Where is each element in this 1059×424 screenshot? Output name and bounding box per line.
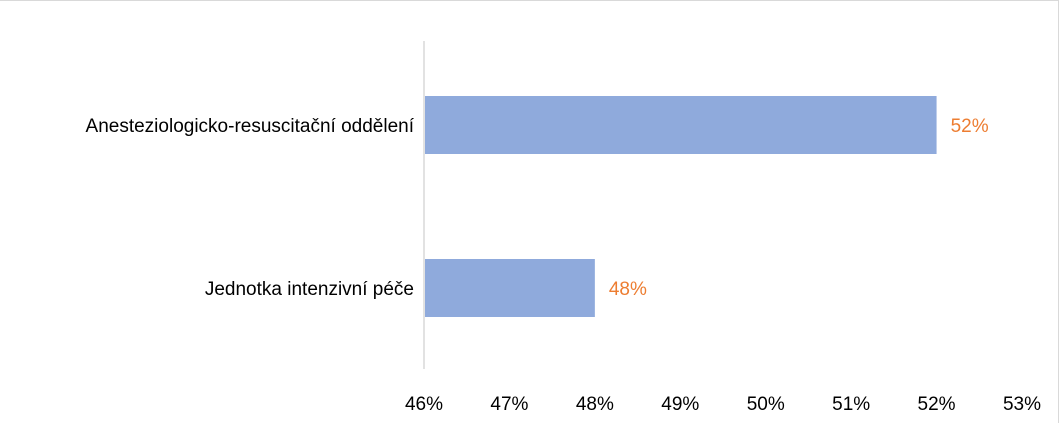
bar (425, 259, 595, 317)
category-label: Anesteziologicko-resuscitační oddělení (86, 116, 415, 137)
x-tick-label: 48% (576, 394, 614, 415)
x-tick-label: 53% (1003, 394, 1041, 415)
category-label: Jednotka intenzivní péče (205, 279, 414, 300)
data-labels: 52% 48% (609, 116, 989, 300)
bars-group (425, 96, 937, 317)
x-tick-labels: 46% 47% 48% 49% 50% 51% 52% 53% (405, 394, 1041, 415)
x-tick-label: 51% (832, 394, 870, 415)
x-tick-label: 47% (490, 394, 528, 415)
data-label: 48% (609, 279, 647, 300)
x-tick-label: 46% (405, 394, 443, 415)
x-tick-label: 50% (747, 394, 785, 415)
x-tick-label: 52% (918, 394, 956, 415)
bar (425, 96, 937, 154)
x-tick-label: 49% (661, 394, 699, 415)
category-labels: Anesteziologicko-resuscitační oddělení Je… (86, 116, 415, 300)
data-label: 52% (951, 116, 989, 137)
